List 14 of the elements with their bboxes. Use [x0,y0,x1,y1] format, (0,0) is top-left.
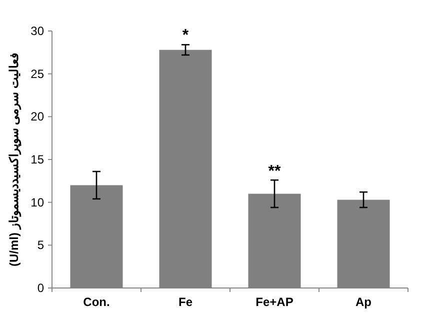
x-tick-label: Con. [83,295,110,309]
y-tick-label: 25 [30,66,44,81]
y-tick-label: 5 [37,238,44,252]
y-tick-label: 15 [30,152,44,166]
y-tick-label: 10 [30,195,44,210]
x-tick-label: Fe+AP [256,295,294,309]
y-tick-label: 0 [37,281,44,295]
y-axis-title: فعالیت سرمی سوپراکسیددیسموتاز (U/ml) [7,52,22,267]
annotation: * [182,26,190,44]
x-tick-label: Fe [178,295,193,309]
annotation: ** [268,163,282,180]
y-tick-label: 20 [30,110,44,124]
x-tick-label: Ap [356,295,372,309]
y-tick-label: 30 [30,24,44,38]
